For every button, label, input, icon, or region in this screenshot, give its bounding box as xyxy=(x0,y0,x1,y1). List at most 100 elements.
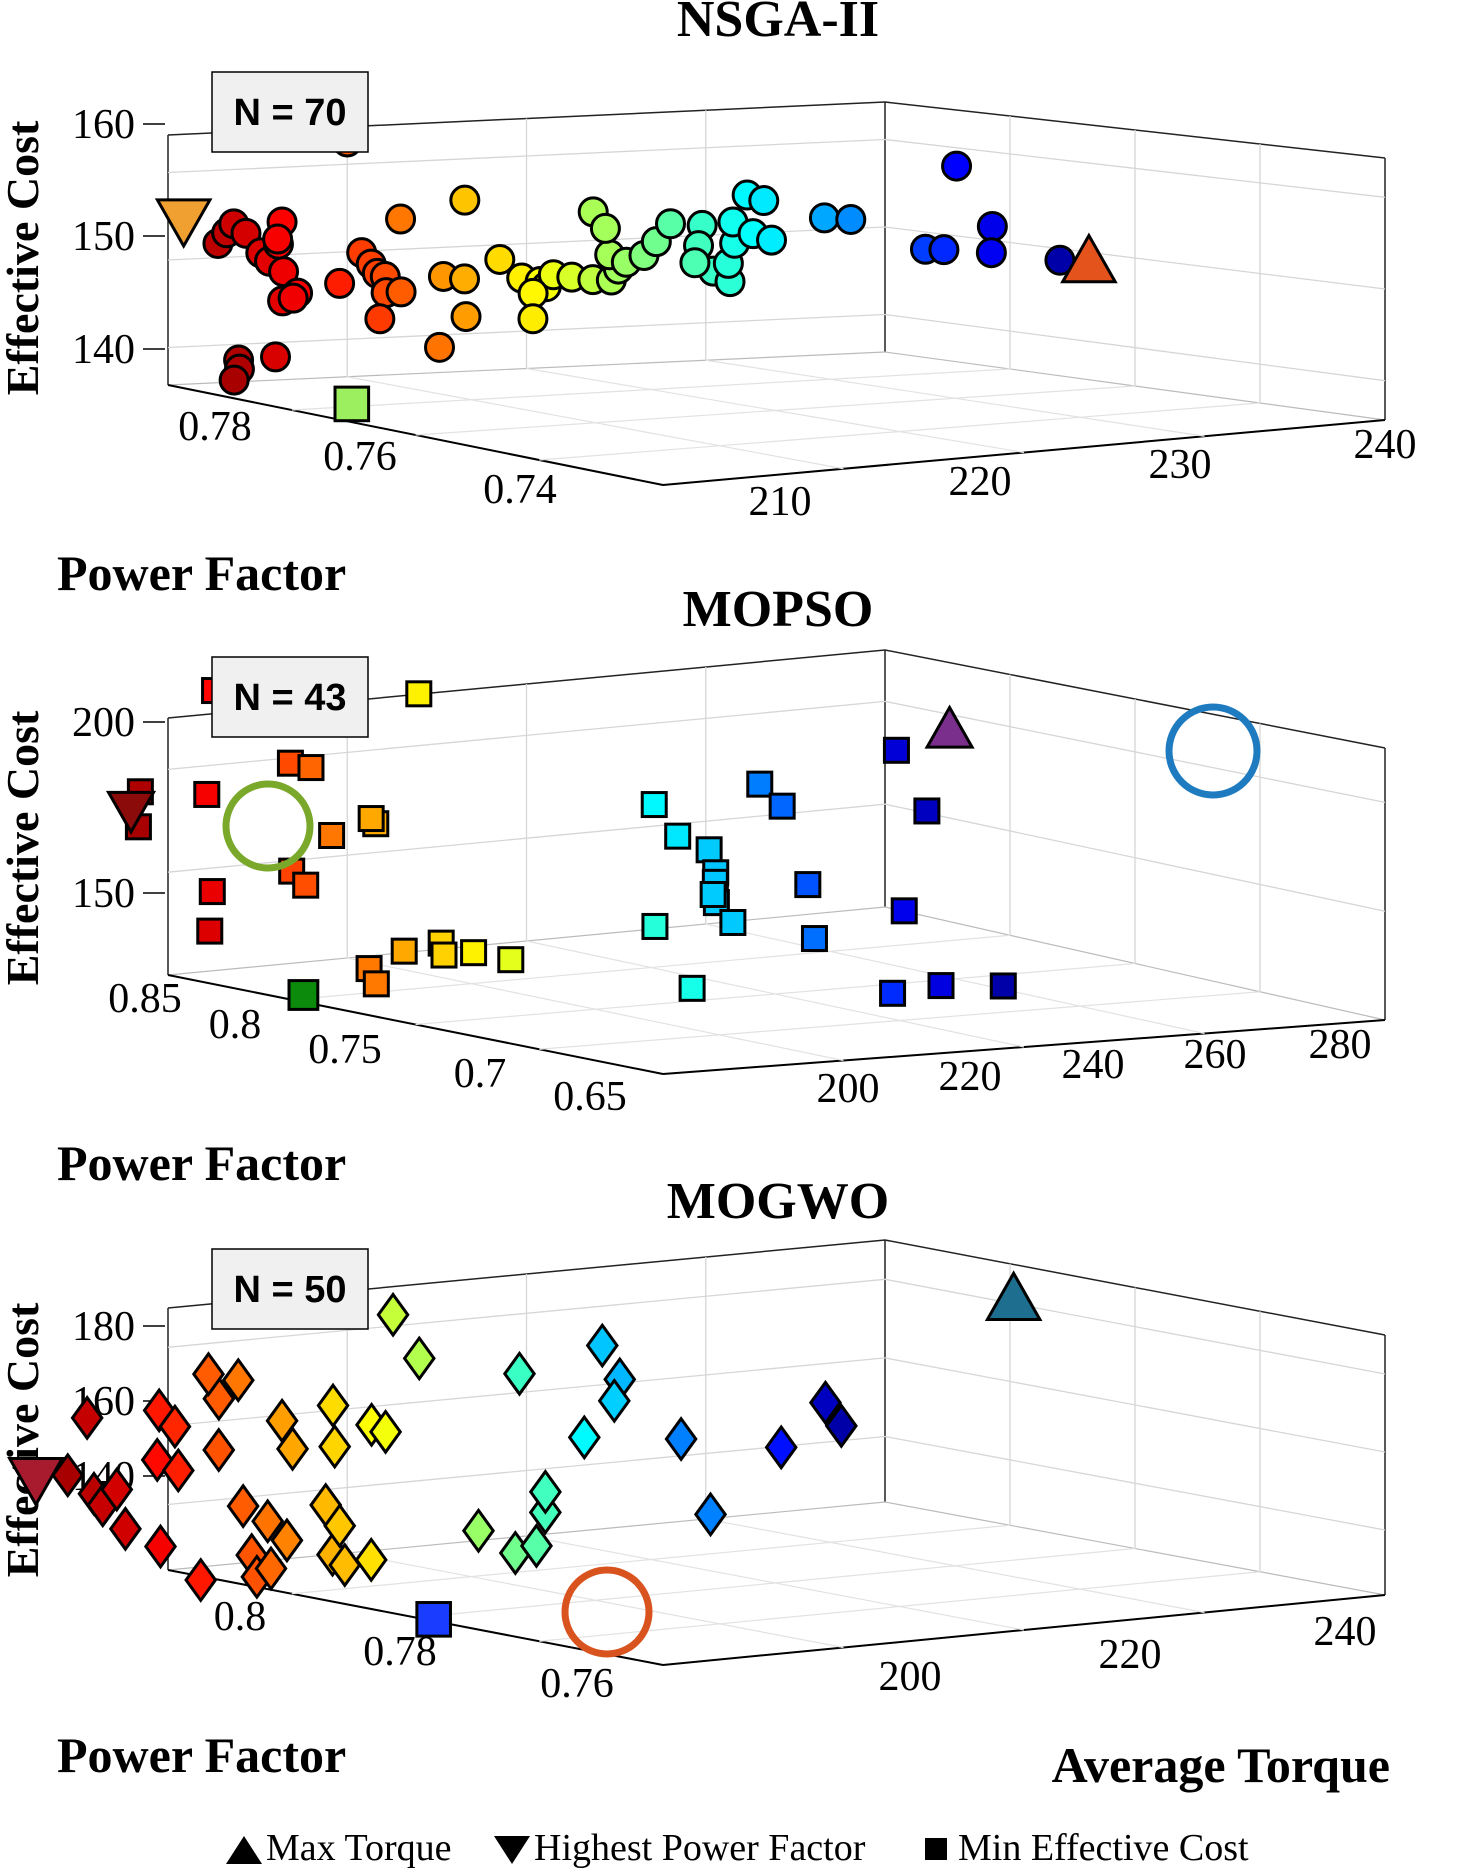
floor-gridline xyxy=(705,1518,1205,1614)
max-torque-marker xyxy=(924,704,975,749)
x-tick-label: 200 xyxy=(817,1066,880,1112)
data-point xyxy=(484,243,516,275)
z-tick-label: 150 xyxy=(72,871,135,917)
gridlines xyxy=(167,1257,1386,1649)
tick-labels: 210 220 230 240 0.78 0.76 0.74 160 150 140 xyxy=(72,102,1417,525)
z-tick-label: 160 xyxy=(72,102,135,148)
data-point xyxy=(376,1291,410,1338)
z-gridline xyxy=(167,1278,1386,1375)
data-point xyxy=(202,1427,236,1473)
data-point xyxy=(756,224,788,256)
data-point xyxy=(324,267,356,299)
data-point xyxy=(497,946,525,974)
data-point xyxy=(748,185,780,217)
floor-gridline xyxy=(526,367,1025,454)
data-point xyxy=(292,871,320,899)
data-point xyxy=(879,979,907,1007)
data-point xyxy=(719,908,747,936)
data-point xyxy=(328,1542,362,1588)
legend-square-icon xyxy=(925,1838,947,1860)
highlight-circle-green xyxy=(222,780,314,872)
x-axis-line xyxy=(662,419,1386,486)
z-gridline xyxy=(167,1357,1386,1453)
data-point xyxy=(927,972,955,1000)
y-tick-label: 0.76 xyxy=(540,1661,614,1707)
highlight-circle-blue xyxy=(1165,703,1261,799)
max-power-factor-marker xyxy=(105,790,157,835)
data-point xyxy=(385,276,417,308)
data-point xyxy=(362,970,390,998)
legend-triangle-down-icon xyxy=(494,1836,530,1864)
max-torque-marker xyxy=(984,1270,1043,1322)
z-tick-label: 140 xyxy=(72,327,135,373)
z-axis-label: Effective Cost xyxy=(0,120,48,395)
z-tick-label: 200 xyxy=(72,700,135,746)
x-tick-label: 280 xyxy=(1309,1022,1372,1068)
highlight-circle-orange xyxy=(561,1566,653,1658)
y-tick-label: 0.8 xyxy=(209,1002,262,1048)
data-point xyxy=(567,1414,601,1461)
legend-triangle-up-icon xyxy=(226,1836,262,1864)
data-point xyxy=(226,1483,260,1529)
data-point xyxy=(218,364,250,396)
x-tick-label: 240 xyxy=(1062,1042,1125,1088)
z-gridline xyxy=(167,138,1386,198)
data-point xyxy=(678,974,706,1002)
data-point xyxy=(297,754,325,782)
data-point xyxy=(198,878,226,906)
annotation-text: N = 43 xyxy=(233,677,346,719)
z-gridline xyxy=(167,226,1386,290)
data-points xyxy=(154,126,1118,423)
data-point xyxy=(449,184,481,216)
floor-gridline xyxy=(526,1535,1025,1631)
data-point xyxy=(517,277,549,309)
annotation-box: N = 43 xyxy=(211,656,369,738)
z-gridline xyxy=(167,700,1386,804)
data-point xyxy=(143,1523,178,1570)
annotation-text: N = 70 xyxy=(233,92,346,134)
x-axis-label: Average Torque xyxy=(1052,1737,1390,1793)
z-tick-label: 180 xyxy=(72,1304,135,1350)
data-point xyxy=(768,792,796,820)
y-tick-label: 0.8 xyxy=(214,1594,267,1640)
data-point xyxy=(800,925,828,953)
y-axis-label: Power Factor xyxy=(57,1135,346,1191)
data-point xyxy=(196,917,224,945)
z-axis-label: Effective Cost xyxy=(0,1302,48,1577)
data-point xyxy=(316,1382,350,1429)
x-axis-line xyxy=(662,1019,1386,1075)
x-tick-label: 220 xyxy=(949,459,1012,505)
x-tick-label: 200 xyxy=(879,1654,942,1700)
min-cost-marker xyxy=(333,385,371,423)
floor-gridline xyxy=(526,940,1025,1048)
panel-nsga-ii: NSGA-II 210 220 230 240 0.78 0.76 0.74 160 150 14… xyxy=(0,0,1417,601)
data-point xyxy=(461,1507,496,1554)
chart-title: NSGA-II xyxy=(677,0,879,48)
data-point xyxy=(449,263,481,295)
data-point xyxy=(108,1506,142,1552)
data-point xyxy=(640,791,668,819)
data-point xyxy=(191,1351,226,1397)
data-point xyxy=(679,247,711,279)
data-point xyxy=(664,822,692,850)
data-point xyxy=(460,939,488,967)
min-cost-marker xyxy=(287,979,320,1011)
y-tick-label: 0.78 xyxy=(178,404,252,450)
data-point xyxy=(589,212,621,244)
data-point xyxy=(354,1536,388,1583)
chart-title: MOPSO xyxy=(683,581,874,638)
data-point xyxy=(528,1469,562,1515)
data-point xyxy=(221,1357,255,1404)
z-gridline xyxy=(167,1435,1386,1531)
floor-gridline xyxy=(539,402,1261,461)
data-point xyxy=(251,1498,285,1545)
data-point xyxy=(941,150,973,182)
data-point xyxy=(385,203,417,235)
data-points xyxy=(105,677,1017,1011)
data-point xyxy=(655,208,687,240)
data-point xyxy=(405,680,433,708)
y-tick-label: 0.7 xyxy=(454,1051,507,1097)
chart-title: MOGWO xyxy=(667,1173,889,1230)
tick-labels: 200 220 240 260 280 0.85 0.8 0.75 0.7 0.65 200 150 xyxy=(72,700,1372,1120)
